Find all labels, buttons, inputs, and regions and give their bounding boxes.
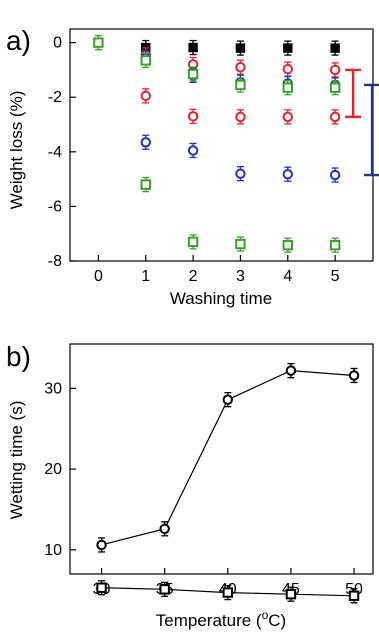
data-point	[140, 179, 151, 190]
data-point	[285, 588, 297, 600]
data-point	[282, 239, 293, 251]
data-point	[222, 587, 234, 598]
y-tick-label: -8	[48, 253, 62, 270]
panel-a-x-axis-title: Washing time	[170, 289, 272, 308]
y-tick-label: -4	[48, 144, 62, 161]
data-point	[140, 137, 151, 148]
data-point	[235, 79, 246, 91]
data-point	[348, 370, 360, 381]
data-point	[235, 43, 246, 53]
panel-a-y-axis-title: Weight loss (%)	[7, 91, 26, 210]
data-point	[285, 365, 297, 376]
data-point	[235, 238, 246, 250]
x-tick-label: 4	[283, 268, 292, 285]
panel-b-y-axis-title: Wetting time (s)	[7, 401, 26, 520]
x-tick-label: 1	[141, 268, 150, 285]
y-tick-label: -2	[48, 89, 62, 106]
y-tick-label: 30	[44, 380, 62, 397]
x-tick-label: 2	[189, 268, 198, 285]
data-point	[282, 82, 293, 93]
panel-a: a) 0 1 2 3 4 5 0 -2 -4 -6 -8 Washing time Weight l…	[6, 25, 379, 308]
data-point	[140, 55, 151, 66]
panel-b-marks	[96, 362, 360, 604]
panel-b: b) 3035404550102030 Temperature (oC) Wet…	[6, 341, 374, 630]
data-point	[140, 90, 151, 102]
panel-b-label: b)	[6, 341, 31, 372]
panel-a-ticks: 0 1 2 3 4 5 0 -2 -4 -6 -8	[48, 35, 340, 285]
panel-b-ticks: 3035404550102030	[44, 380, 363, 598]
data-point	[93, 37, 104, 48]
panel-a-plot-frame	[69, 28, 374, 262]
data-point	[348, 590, 360, 601]
panel-a-marks	[93, 34, 341, 253]
x-tick-label: 0	[94, 268, 103, 285]
data-point	[235, 62, 246, 73]
data-point	[187, 68, 199, 80]
data-point	[235, 168, 246, 179]
panel-b-x-axis-title-degree: o	[262, 608, 269, 622]
data-point	[282, 169, 293, 180]
data-point	[329, 111, 341, 123]
y-tick-label: 20	[44, 461, 62, 478]
data-point	[159, 584, 170, 595]
data-point	[329, 64, 341, 76]
data-point	[283, 43, 293, 53]
x-tick-label: 5	[331, 268, 340, 285]
data-point	[282, 111, 293, 123]
panel-b-x-axis-title-main: Temperature (	[156, 611, 262, 630]
data-point	[222, 394, 234, 405]
data-point	[187, 145, 199, 156]
data-point	[159, 523, 170, 535]
data-point	[282, 63, 293, 75]
data-point	[187, 236, 199, 248]
y-tick-label: -6	[48, 198, 62, 215]
data-point	[235, 111, 246, 123]
y-tick-label: 10	[44, 542, 62, 559]
data-point	[329, 82, 341, 93]
data-point	[96, 582, 107, 593]
data-point	[187, 111, 199, 122]
panel-a-label: a)	[6, 25, 31, 56]
panel-a-range-brackets	[345, 68, 379, 177]
data-point	[329, 239, 341, 251]
data-point	[330, 43, 340, 53]
x-tick-label: 3	[236, 268, 245, 285]
panel-b-x-axis-title-unit: C)	[268, 611, 286, 630]
y-tick-label: 0	[53, 35, 62, 52]
panel-b-plot-frame	[69, 343, 374, 575]
panel-b-x-axis-title: Temperature (oC)	[156, 608, 286, 630]
data-point	[188, 42, 198, 53]
data-point	[329, 169, 341, 181]
data-point	[96, 539, 107, 551]
